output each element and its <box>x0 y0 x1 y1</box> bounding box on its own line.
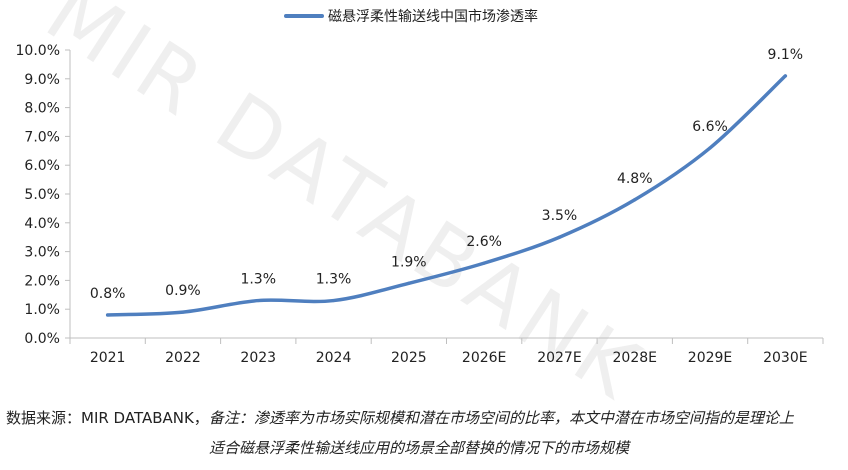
y-tick-label: 3.0% <box>24 245 60 261</box>
x-tick-label: 2025 <box>391 350 427 366</box>
y-tick-label: 2.0% <box>24 273 60 289</box>
x-tick-label: 2028E <box>613 350 657 366</box>
note-line-2: 适合磁悬浮柔性输送线应用的场景全部替换的情况下的市场规模 <box>208 439 629 457</box>
y-axis: 0.0% 1.0% 2.0% 3.0% 4.0% 5.0% 6.0% 7.0% 8.0% 9.0%… <box>16 43 71 347</box>
data-point <box>256 298 260 303</box>
data-point <box>783 74 787 78</box>
data-label: 2.6% <box>466 234 502 250</box>
series-group <box>105 74 788 317</box>
data-point <box>407 281 411 285</box>
x-tick-label: 2029E <box>688 350 732 366</box>
data-point <box>633 198 637 202</box>
data-point <box>331 298 336 303</box>
data-point <box>181 310 185 314</box>
data-label: 1.3% <box>240 272 276 288</box>
data-label: 0.8% <box>90 286 126 302</box>
source-prefix: 数据来源：MIR DATABANK， <box>6 409 209 427</box>
x-axis: 2021 2022 2023 2024 2025 2026E 2027E 2028E 2029E… <box>69 337 824 366</box>
source-note: 数据来源：MIR DATABANK，备注：渗透率为市场实际规模和潜在市场空间的比… <box>0 403 848 463</box>
x-tick-label: 2024 <box>316 350 352 366</box>
data-label: 1.3% <box>316 272 352 288</box>
note-line-1: 备注：渗透率为市场实际规模和潜在市场空间的比率，本文中潜在市场空间指的是理论上 <box>208 409 794 427</box>
y-tick-label: 6.0% <box>24 158 60 174</box>
x-tick-label: 2022 <box>165 350 201 366</box>
data-label: 0.9% <box>165 283 201 299</box>
y-tick-label: 5.0% <box>24 187 60 203</box>
data-label: 4.8% <box>617 171 653 187</box>
data-point <box>106 313 110 317</box>
source-line-1: 数据来源：MIR DATABANK，备注：渗透率为市场实际规模和潜在市场空间的比… <box>0 403 848 433</box>
legend-label: 磁悬浮柔性输送线中国市场渗透率 <box>328 8 538 25</box>
data-point <box>708 146 712 150</box>
series-line <box>105 74 788 317</box>
x-tick-label: 2023 <box>240 350 276 366</box>
y-tick-label: 1.0% <box>24 302 60 318</box>
y-tick-label: 8.0% <box>24 101 60 117</box>
x-tick-label: 2027E <box>537 350 581 366</box>
x-tick-label: 2026E <box>462 350 506 366</box>
y-tick-label: 4.0% <box>24 216 60 232</box>
y-tick-label: 7.0% <box>24 129 60 145</box>
x-tick-label: 2021 <box>90 350 126 366</box>
data-label: 3.5% <box>542 208 578 224</box>
data-label: 6.6% <box>692 119 728 135</box>
data-point <box>557 235 562 239</box>
data-label: 1.9% <box>391 254 427 270</box>
y-tick-label: 9.0% <box>24 72 60 88</box>
data-labels: 0.8% 0.9% 1.3% 1.3% 1.9% 2.6% 3.5% 4.8% 6.6% 9.1% <box>90 47 803 302</box>
y-tick-label: 0.0% <box>24 331 60 347</box>
data-label: 9.1% <box>768 47 804 63</box>
data-point <box>482 261 486 265</box>
y-tick-label: 10.0% <box>16 43 60 59</box>
legend: 磁悬浮柔性输送线中国市场渗透率 <box>284 8 538 25</box>
x-tick-label: 2030E <box>763 350 807 366</box>
